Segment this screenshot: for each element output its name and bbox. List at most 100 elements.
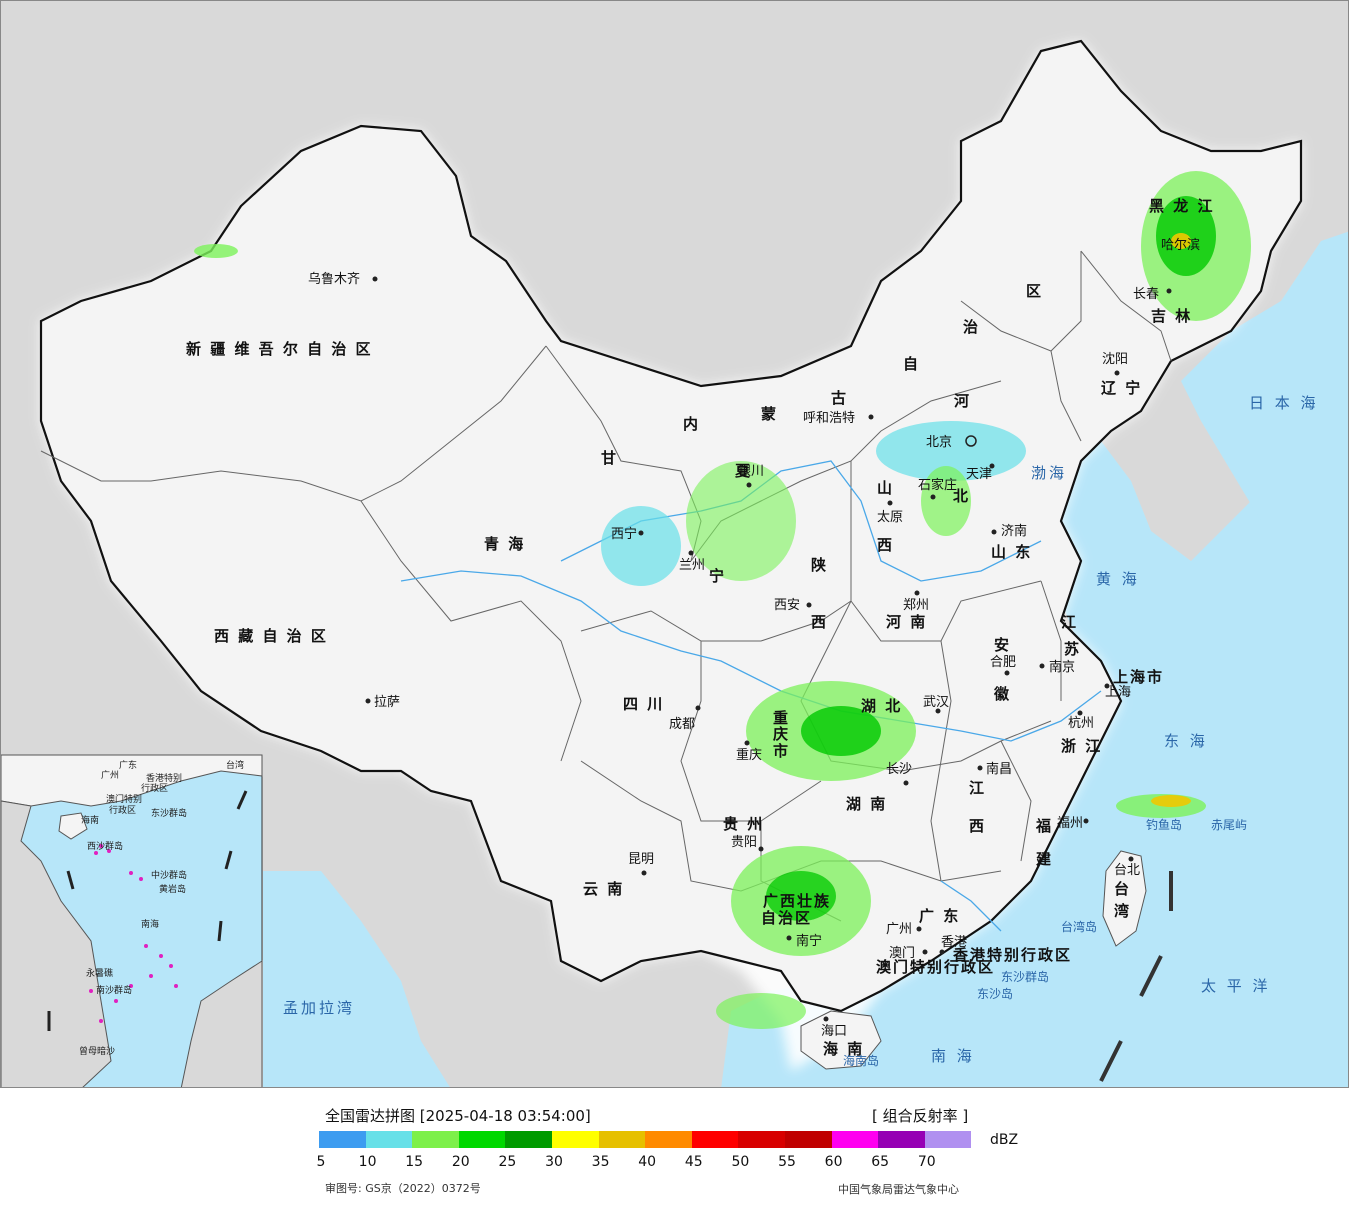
legend-swatch bbox=[505, 1131, 552, 1148]
province-label: 辽 宁 bbox=[1101, 379, 1142, 397]
inset-label: 西沙群岛 bbox=[87, 840, 123, 852]
legend-tick-label: 45 bbox=[684, 1154, 703, 1170]
city-label: 南京 bbox=[1049, 659, 1075, 675]
city-label: 钓鱼岛 bbox=[1146, 817, 1182, 832]
province-label: 河 bbox=[954, 392, 971, 410]
province-label: 西 bbox=[969, 817, 986, 835]
city-label: 银川 bbox=[738, 464, 764, 479]
city-label: 沈阳 bbox=[1102, 352, 1128, 367]
city-label: 南昌 bbox=[986, 761, 1012, 777]
province-label: 安 bbox=[994, 636, 1011, 654]
province-label: 治 bbox=[963, 318, 980, 336]
province-label: 西 藏 自 治 区 bbox=[214, 627, 328, 645]
sea-bengal bbox=[263, 871, 450, 1087]
legend-swatch bbox=[878, 1131, 925, 1148]
legend-color-bar bbox=[319, 1131, 972, 1148]
province-label: 浙 江 bbox=[1061, 737, 1102, 755]
province-label: 蒙 bbox=[761, 405, 778, 423]
city-label: 广州 bbox=[886, 922, 912, 937]
city-label: 东沙岛 bbox=[977, 986, 1013, 1001]
province-label: 广 东 bbox=[919, 907, 960, 925]
legend-tick-label: 40 bbox=[638, 1154, 657, 1170]
echo-ningxia bbox=[686, 461, 796, 581]
legend-swatch bbox=[645, 1131, 692, 1148]
city-label: 武汉 bbox=[923, 695, 949, 710]
province-label: 黑 龙 江 bbox=[1149, 197, 1214, 215]
city-label: 赤尾屿 bbox=[1211, 818, 1247, 832]
province-label: 台 bbox=[1114, 880, 1131, 898]
city-label: 乌鲁木齐 bbox=[308, 271, 360, 287]
province-label: 湖 北 bbox=[861, 697, 902, 715]
province-label: 自治区 bbox=[761, 909, 812, 927]
city-label: 福州 bbox=[1057, 816, 1083, 831]
city-label: 济南 bbox=[1001, 523, 1027, 539]
legend-swatch bbox=[412, 1131, 459, 1148]
province-label: 庆 bbox=[773, 725, 790, 743]
inset-label: 南海 bbox=[141, 918, 159, 930]
province-label: 新 疆 维 吾 尔 自 治 区 bbox=[186, 340, 373, 358]
map-approval-number: 审图号: GS京（2022）0372号 bbox=[325, 1182, 481, 1195]
legend-swatch bbox=[738, 1131, 785, 1148]
echo-gansu bbox=[601, 506, 681, 586]
echo-heilongjiang-heavy bbox=[1171, 233, 1191, 249]
city-label: 杭州 bbox=[1068, 716, 1094, 731]
city-label: 成都 bbox=[669, 717, 695, 732]
legend-unit: dBZ bbox=[990, 1132, 1019, 1148]
city-label: 合肥 bbox=[990, 655, 1016, 670]
legend-tick-label: 25 bbox=[498, 1154, 517, 1170]
inset-label: 黄岩岛 bbox=[159, 883, 186, 895]
echo-xinjiang bbox=[194, 244, 238, 258]
legend-tick-label: 30 bbox=[545, 1154, 563, 1170]
province-label: 香港特别行政区 bbox=[953, 946, 1072, 964]
legend-tick-label: 5 bbox=[316, 1154, 326, 1170]
sea-label: 南 海 bbox=[931, 1047, 975, 1065]
echo-hubei-core bbox=[801, 706, 881, 756]
city-label: 呼和浩特 bbox=[803, 411, 855, 426]
echo-beijing bbox=[876, 421, 1026, 481]
province-label: 陕 bbox=[811, 556, 828, 574]
city-label: 海南岛 bbox=[843, 1053, 879, 1068]
province-label: 湾 bbox=[1114, 902, 1131, 920]
inset-label: 广东 bbox=[119, 759, 137, 771]
province-label: 建 bbox=[1036, 850, 1053, 868]
sea-labels: 日 本 海 渤海 黄 海 东 海 太 平 洋 南 海 孟加拉湾 bbox=[283, 394, 1316, 1065]
province-label: 广西壮族 bbox=[763, 892, 831, 910]
legend-swatch bbox=[784, 1131, 832, 1148]
city-label: 南宁 bbox=[796, 933, 822, 949]
city-label: 上海 bbox=[1105, 685, 1131, 700]
sea-label: 东 海 bbox=[1164, 732, 1208, 750]
province-label: 海 南 bbox=[823, 1040, 864, 1058]
city-label: 西宁 bbox=[611, 526, 637, 542]
city-label: 长沙 bbox=[886, 762, 912, 777]
taiwan-island bbox=[1102, 850, 1147, 947]
city-label: 郑州 bbox=[903, 598, 929, 613]
province-label: 青 海 bbox=[484, 535, 525, 553]
province-label: 湖 南 bbox=[846, 795, 887, 813]
sea-japan bbox=[1181, 231, 1348, 521]
echo-eastsea-heavy bbox=[1151, 795, 1191, 807]
province-label: 贵 州 bbox=[723, 815, 764, 833]
province-labels: 新 疆 维 吾 尔 自 治 区 西 藏 自 治 区 青 海 甘 内 蒙 古 自 … bbox=[186, 197, 1214, 1058]
inset-label: 中沙群岛 bbox=[151, 869, 187, 881]
province-label: 重 bbox=[773, 709, 790, 727]
echo-gulf bbox=[716, 993, 806, 1029]
legend-swatch bbox=[319, 1131, 366, 1148]
city-label: 兰州 bbox=[679, 558, 705, 573]
hainan-island bbox=[800, 1010, 882, 1070]
inset-label: 东沙群岛 bbox=[151, 807, 187, 819]
inset-label: 海南 bbox=[81, 814, 99, 826]
legend-swatch bbox=[551, 1131, 599, 1148]
sea-label: 孟加拉湾 bbox=[283, 999, 355, 1017]
legend-swatch bbox=[365, 1131, 413, 1148]
legend bbox=[0, 1088, 1349, 1208]
province-label: 市 bbox=[773, 742, 790, 760]
data-source: 中国气象局雷达气象中心 bbox=[838, 1183, 959, 1196]
legend-swatch bbox=[458, 1131, 506, 1148]
legend-tick-label: 10 bbox=[358, 1154, 377, 1170]
province-label: 内 bbox=[683, 415, 700, 433]
city-label: 台湾岛 bbox=[1061, 919, 1097, 934]
inset-label: 香港特别 bbox=[146, 772, 182, 784]
city-label: 太原 bbox=[877, 510, 903, 525]
province-label: 苏 bbox=[1064, 640, 1081, 658]
legend-tick-label: 60 bbox=[824, 1154, 843, 1170]
